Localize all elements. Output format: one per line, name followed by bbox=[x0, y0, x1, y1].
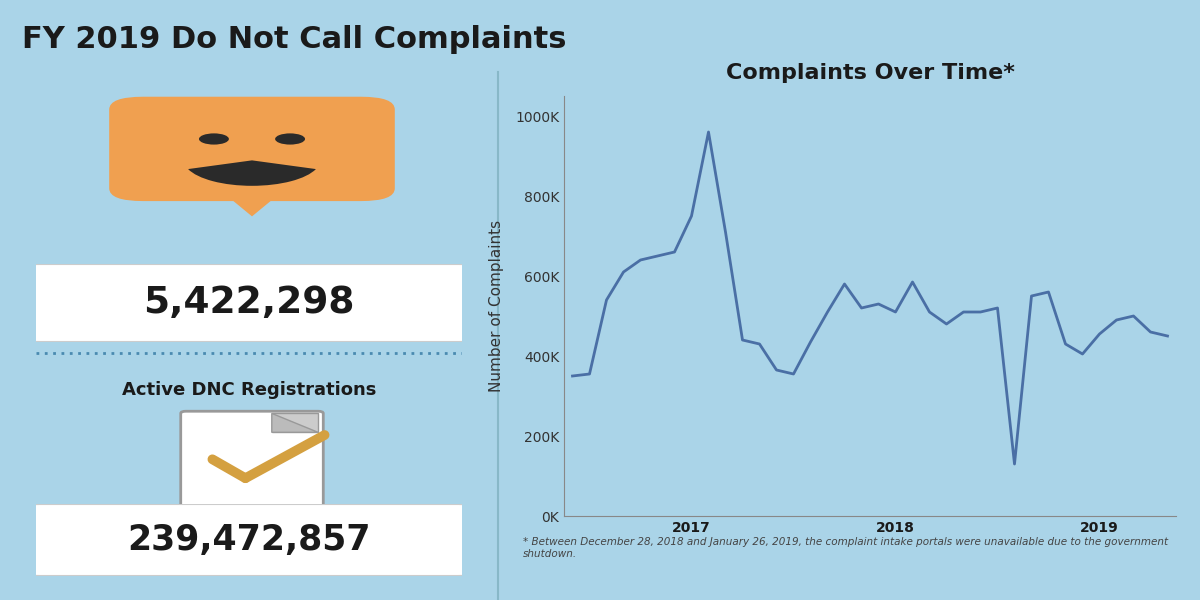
Polygon shape bbox=[272, 413, 318, 432]
Text: Active DNC Registrations: Active DNC Registrations bbox=[122, 381, 376, 399]
Text: * Between December 28, 2018 and January 26, 2019, the complaint intake portals w: * Between December 28, 2018 and January … bbox=[523, 537, 1168, 559]
Polygon shape bbox=[218, 188, 286, 217]
FancyBboxPatch shape bbox=[109, 97, 395, 201]
FancyBboxPatch shape bbox=[23, 504, 475, 576]
Title: Complaints Over Time*: Complaints Over Time* bbox=[726, 64, 1014, 83]
Text: Total DNC Complaints: Total DNC Complaints bbox=[140, 104, 358, 122]
Circle shape bbox=[275, 133, 305, 145]
Y-axis label: Number of Complaints: Number of Complaints bbox=[488, 220, 504, 392]
Text: 239,472,857: 239,472,857 bbox=[127, 523, 371, 557]
Text: 5,422,298: 5,422,298 bbox=[143, 285, 355, 321]
Wedge shape bbox=[188, 160, 316, 186]
FancyBboxPatch shape bbox=[23, 264, 475, 342]
FancyBboxPatch shape bbox=[181, 411, 323, 513]
Circle shape bbox=[199, 133, 229, 145]
Polygon shape bbox=[272, 413, 318, 432]
Text: FY 2019 Do Not Call Complaints: FY 2019 Do Not Call Complaints bbox=[22, 25, 566, 54]
